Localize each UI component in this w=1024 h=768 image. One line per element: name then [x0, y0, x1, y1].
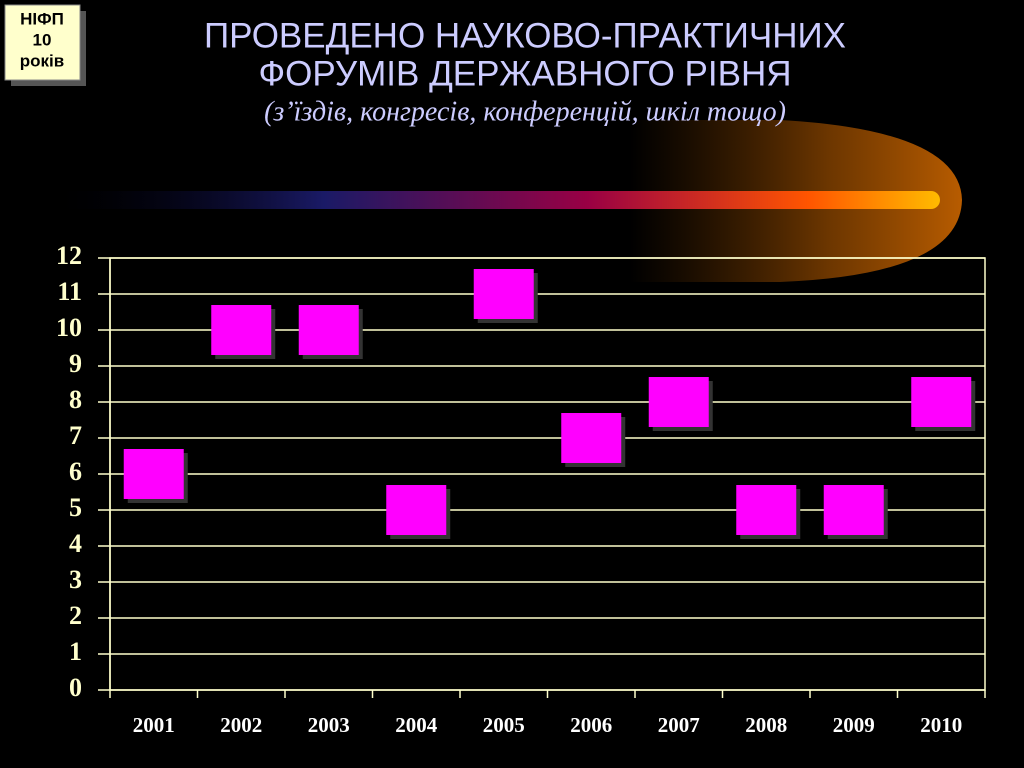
y-tick-label: 5: [69, 493, 82, 522]
y-tick-label: 0: [69, 673, 82, 702]
marker: [911, 377, 972, 427]
marker: [473, 269, 534, 319]
comet-beam: [60, 191, 940, 209]
marker: [298, 305, 359, 355]
marker: [823, 485, 884, 535]
chart-title: ФОРУМІВ ДЕРЖАВНОГО РІВНЯ: [259, 54, 792, 93]
y-tick-label: 11: [57, 277, 82, 306]
x-tick-label: 2008: [745, 713, 787, 737]
badge: [4, 4, 81, 81]
y-tick-label: 1: [69, 637, 82, 666]
x-tick-label: 2006: [570, 713, 612, 737]
y-tick-label: 2: [69, 601, 82, 630]
x-tick-label: 2010: [920, 713, 962, 737]
y-tick-label: 3: [69, 565, 82, 594]
badge-text: 10: [33, 30, 52, 49]
marker: [211, 305, 272, 355]
x-tick-label: 2002: [220, 713, 262, 737]
chart-title: ПРОВЕДЕНО НАУКОВО-ПРАКТИЧНИХ: [204, 16, 846, 55]
y-tick-label: 12: [56, 241, 82, 270]
chart-subtitle: (з’їздів, конгресів, конференцій, шкіл т…: [264, 96, 786, 127]
y-tick-label: 7: [69, 421, 82, 450]
x-tick-label: 2004: [395, 713, 438, 737]
y-tick-label: 8: [69, 385, 82, 414]
marker: [561, 413, 622, 463]
marker: [123, 449, 184, 499]
marker: [386, 485, 447, 535]
y-tick-label: 10: [56, 313, 82, 342]
x-tick-label: 2007: [658, 713, 700, 737]
y-tick-label: 4: [69, 529, 82, 558]
marker: [648, 377, 709, 427]
y-tick-label: 6: [69, 457, 82, 486]
y-tick-label: 9: [69, 349, 82, 378]
badge-text: НІФП: [20, 9, 64, 28]
badge-text: років: [20, 51, 64, 70]
x-tick-label: 2009: [833, 713, 875, 737]
x-tick-label: 2001: [133, 713, 175, 737]
x-tick-label: 2003: [308, 713, 350, 737]
x-tick-label: 2005: [483, 713, 525, 737]
marker: [736, 485, 797, 535]
